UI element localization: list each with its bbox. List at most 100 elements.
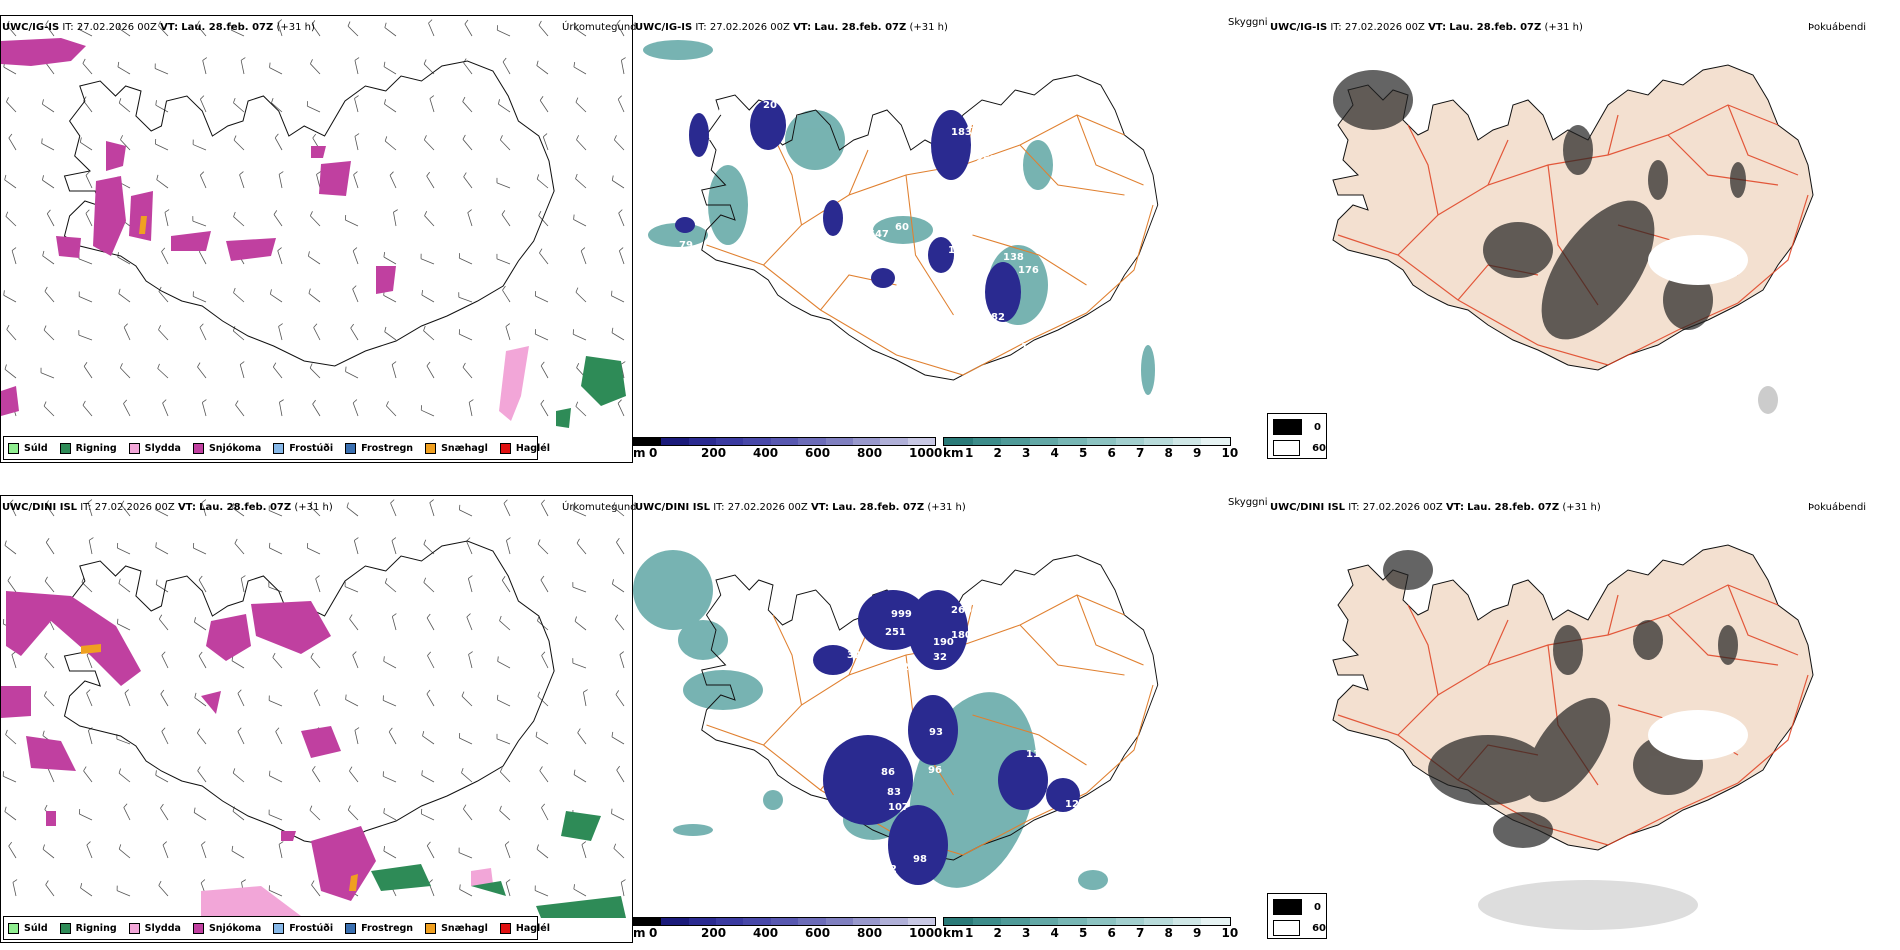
wind-barb — [459, 889, 473, 897]
wind-barb — [271, 102, 283, 113]
colorbar-segment — [1058, 918, 1087, 925]
wind-barb — [237, 731, 245, 745]
wind-barb — [536, 848, 549, 859]
wind-barb-feather — [4, 364, 7, 370]
wind-barb — [575, 101, 587, 113]
low-cloud-area — [873, 216, 933, 244]
wind-barb — [45, 504, 55, 517]
wind-barb — [192, 144, 207, 151]
low-cloud-area — [678, 620, 728, 660]
wind-barb — [240, 60, 245, 75]
snow-area — [1, 38, 86, 66]
cloud-base-label: 112 — [971, 889, 992, 900]
wind-barb — [273, 214, 283, 227]
cloud-base-label: 138 — [966, 120, 987, 131]
wind-barb-feather — [575, 401, 579, 407]
wind-barb-feather — [11, 247, 17, 251]
legend-item: Súld — [8, 442, 48, 454]
colorbar-tick: 10 — [1221, 926, 1239, 940]
wind-barb — [85, 213, 93, 227]
cloud-base-label: 17 — [788, 92, 802, 103]
wind-barb — [616, 23, 625, 37]
wind-barb-feather — [198, 575, 203, 581]
wind-barb-feather — [231, 845, 234, 851]
colorbar-tick: 1000 — [909, 446, 943, 460]
wind-barb — [458, 852, 473, 859]
wind-barb — [42, 179, 55, 189]
cloud-base-label: 93 — [929, 727, 943, 738]
road — [1607, 594, 1619, 636]
cloud-base-label: 12 — [876, 884, 890, 895]
wind-barb-feather — [619, 247, 624, 252]
wind-barb-feather — [200, 879, 206, 884]
rain-area — [561, 811, 601, 841]
wind-barb — [345, 699, 359, 707]
cloud-core — [675, 217, 695, 233]
wind-barb — [423, 330, 435, 341]
wind-barb-feather — [353, 171, 358, 176]
colorbar-segment — [852, 918, 881, 925]
wind-barb — [87, 502, 93, 517]
wind-barb — [194, 621, 207, 631]
wind-barb — [235, 404, 245, 417]
wind-barb — [573, 509, 587, 517]
precip-legend: Súld Rigning Slydda Snjókoma Frostúði Frostre… — [3, 436, 550, 460]
wind-barb — [237, 693, 245, 707]
wind-barb-feather — [44, 804, 48, 810]
wind-barb-feather — [309, 363, 313, 369]
wind-barb — [161, 251, 169, 265]
wind-barb-feather — [499, 615, 502, 621]
low-cloud-area — [1141, 345, 1155, 395]
cloud-core — [985, 262, 1021, 322]
snow-pellet-area — [81, 644, 101, 654]
wind-barb — [540, 403, 549, 417]
wind-barb — [155, 104, 169, 113]
wind-barb-feather — [461, 767, 464, 773]
wind-barb-feather — [232, 502, 235, 509]
colorbar-tick: 200 — [701, 446, 727, 460]
wind-barb — [11, 654, 17, 669]
wind-barb — [505, 326, 511, 341]
wind-barb — [616, 769, 625, 783]
wind-barb — [459, 737, 473, 745]
legend-item: Frostúði — [273, 922, 333, 934]
wind-barb — [464, 23, 473, 37]
legend-label: Slydda — [144, 442, 181, 454]
wind-barb-feather — [161, 727, 166, 732]
legend-item: Snæhagl — [425, 922, 488, 934]
bottom-precip-title: Úrkomutegund — [562, 502, 637, 513]
wind-barb — [383, 295, 397, 303]
wind-barb-feather — [385, 401, 389, 407]
wind-barb — [312, 770, 321, 783]
wind-barb-feather — [574, 23, 576, 29]
wind-barb-feather — [316, 171, 321, 175]
wind-barb-feather — [539, 96, 544, 101]
wind-barb — [499, 620, 511, 631]
wind-barb — [574, 620, 587, 631]
wind-barb — [3, 775, 17, 783]
wind-barb-feather — [233, 97, 236, 103]
wind-barb — [354, 60, 359, 75]
wind-barb — [384, 27, 397, 37]
wind-barb-feather — [5, 729, 8, 735]
wind-barb-feather — [612, 502, 616, 508]
wind-barb — [383, 256, 397, 265]
wind-barb-feather — [241, 879, 246, 883]
wind-barb — [611, 295, 625, 303]
wind-barb — [275, 731, 283, 745]
wind-barb-feather — [82, 58, 86, 64]
wind-barb-feather — [158, 880, 162, 886]
top-km-colorbar: km 1 2 3 4 5 6 7 8 9 10 — [943, 437, 1238, 460]
legend-swatch — [8, 922, 19, 934]
wind-barb — [78, 296, 93, 303]
wind-barb-feather — [123, 803, 128, 808]
road — [1337, 194, 1809, 366]
wind-barb — [200, 99, 207, 113]
wind-barb — [277, 250, 283, 265]
wind-barb — [573, 333, 587, 341]
wind-barb-feather — [278, 841, 284, 845]
wind-barb-feather — [42, 250, 45, 256]
wind-barb-feather — [504, 841, 510, 846]
wind-barb-feather — [156, 174, 159, 180]
wind-barb — [466, 616, 473, 631]
